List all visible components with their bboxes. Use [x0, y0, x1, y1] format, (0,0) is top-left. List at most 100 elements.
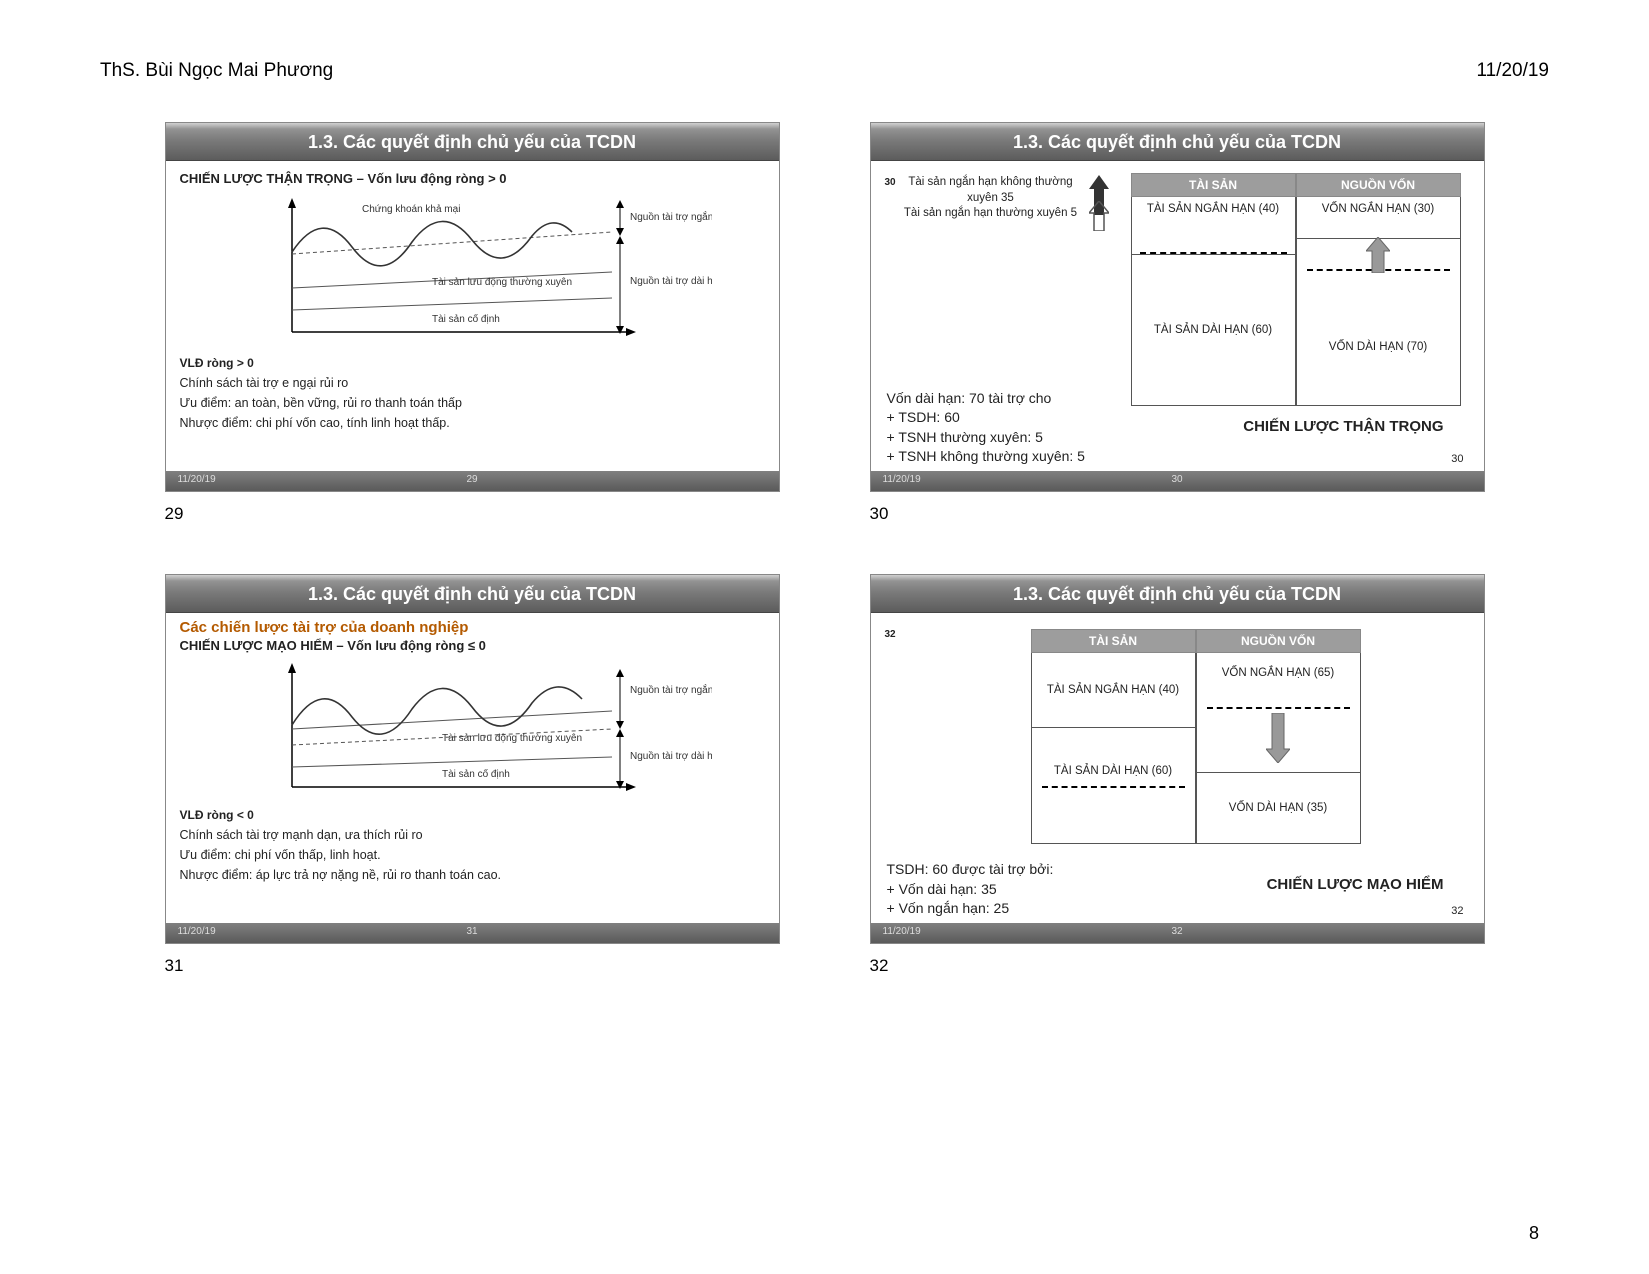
- slide-31: 1.3. Các quyết định chủ yếu của TCDN Các…: [165, 574, 780, 944]
- slide-number-below: 31: [165, 956, 780, 976]
- line-2: Ưu điểm: chi phí vốn thấp, linh hoạt.: [180, 848, 779, 862]
- strategy-heading: CHIẾN LƯỢC MẠO HIỂM – Vốn lưu động ròng …: [180, 638, 779, 653]
- side-note: Tài sản ngắn hạn không thường xuyên 35 T…: [901, 175, 1081, 222]
- page-date: 11/20/19: [1476, 60, 1549, 82]
- arrow-up-gray-icon: [1366, 237, 1390, 273]
- assets-long: TÀI SẢN DÀI HẠN (60): [1132, 255, 1295, 405]
- line-3: Nhược điểm: chi phí vốn cao, tính linh h…: [180, 416, 779, 430]
- slide-32-body: 32 TÀI SẢN NGUỒN VỐN TÀI SẢN NGẮN HẠN (4…: [871, 613, 1484, 923]
- line-1: Chính sách tài trợ mạnh dạn, ưa thích rủ…: [180, 828, 779, 842]
- label-nguon-ngan: Nguồn tài trợ ngắn hạn: [630, 210, 712, 223]
- line-1: Chính sách tài trợ e ngại rủi ro: [180, 376, 779, 390]
- assets-short: TÀI SẢN NGẮN HẠN (40): [1032, 653, 1195, 728]
- slide-29-wrap: 1.3. Các quyết định chủ yếu của TCDN CHI…: [165, 122, 780, 524]
- small-num: 30: [885, 177, 896, 188]
- label-nguon-ngan: Nguồn tài trợ ngắn hạn: [630, 683, 712, 696]
- assets-col: TÀI SẢN NGẮN HẠN (40) TÀI SẢN DÀI HẠN (6…: [1031, 653, 1196, 844]
- footer-num: 32: [1171, 926, 1182, 937]
- slide-number-below: 29: [165, 504, 780, 524]
- assets-short: TÀI SẢN NGẮN HẠN (40): [1132, 197, 1295, 255]
- balance-sheet: TÀI SẢN NGUỒN VỐN TÀI SẢN NGẮN HẠN (40) …: [1131, 173, 1461, 406]
- assets-long: TÀI SẢN DÀI HẠN (60): [1032, 728, 1195, 843]
- capital-col: VỐN NGẮN HẠN (30) VỐN DÀI HẠN (70): [1296, 197, 1461, 406]
- sum-2: + Vốn ngắn hạn: 25: [887, 899, 1054, 919]
- slide-30: 1.3. Các quyết định chủ yếu của TCDN 30 …: [870, 122, 1485, 492]
- sum-1: + TSDH: 60: [887, 408, 1085, 428]
- strategy-heading: CHIẾN LƯỢC THẬN TRỌNG – Vốn lưu động ròn…: [180, 171, 779, 186]
- footer-num: 29: [466, 474, 477, 485]
- slide-footer: 11/20/19 32: [871, 923, 1484, 943]
- assets-long-label: TÀI SẢN DÀI HẠN (60): [1054, 765, 1172, 777]
- slide-31-wrap: 1.3. Các quyết định chủ yếu của TCDN Các…: [165, 574, 780, 976]
- arrow-outline-up-icon: [1089, 201, 1109, 231]
- sum-2: + TSNH thường xuyên: 5: [887, 428, 1085, 448]
- arrow-down-gray-icon: [1266, 713, 1290, 763]
- cap-long: VỐN DÀI HẠN (35): [1197, 773, 1360, 843]
- slide-30-wrap: 1.3. Các quyết định chủ yếu của TCDN 30 …: [870, 122, 1485, 524]
- cap-short: VỐN NGẮN HẠN (30): [1297, 197, 1460, 239]
- side-line-2: Tài sản ngắn hạn thường xuyên 5: [901, 206, 1081, 222]
- slide-footer: 11/20/19 31: [166, 923, 779, 943]
- line-2: Ưu điểm: an toàn, bền vững, rủi ro thanh…: [180, 396, 779, 410]
- page-header: ThS. Bùi Ngọc Mai Phương 11/20/19: [100, 60, 1549, 82]
- slide-number-below: 30: [870, 504, 1485, 524]
- cap-short: VỐN NGẮN HẠN (65): [1197, 653, 1360, 773]
- sum-3: + TSNH không thường xuyên: 5: [887, 447, 1085, 467]
- col-head-assets: TÀI SẢN: [1031, 629, 1196, 653]
- cap-long: VỐN DÀI HẠN (70): [1297, 239, 1460, 405]
- label-tsld: Tài sản lưu động thường xuyên: [442, 733, 582, 744]
- summary-block: Vốn dài hạn: 70 tài trợ cho + TSDH: 60 +…: [887, 389, 1085, 467]
- orange-heading: Các chiến lược tài trợ của doanh nghiệp: [180, 619, 779, 636]
- slide-inner-num: 32: [1451, 905, 1463, 917]
- cap-short-label: VỐN NGẮN HẠN (65): [1201, 659, 1356, 679]
- footer-num: 30: [1171, 474, 1182, 485]
- chart-conservative: Tài sản cố định Tài sản lưu động thường …: [232, 192, 712, 352]
- chart-aggressive: Tài sản cố định Tài sản lưu động thường …: [232, 659, 712, 804]
- capital-col: VỐN NGẮN HẠN (65) VỐN DÀI HẠN (35): [1196, 653, 1361, 844]
- slide-31-body: Các chiến lược tài trợ của doanh nghiệp …: [166, 613, 779, 923]
- slide-32: 1.3. Các quyết định chủ yếu của TCDN 32 …: [870, 574, 1485, 944]
- col-head-assets: TÀI SẢN: [1131, 173, 1296, 197]
- slide-title: 1.3. Các quyết định chủ yếu của TCDN: [871, 575, 1484, 613]
- strategy-name: CHIẾN LƯỢC MẠO HIỂM: [1267, 876, 1444, 893]
- footer-date: 11/20/19: [883, 474, 921, 485]
- label-tsld: Tài sản lưu động thường xuyên: [432, 277, 572, 288]
- slides-grid: 1.3. Các quyết định chủ yếu của TCDN CHI…: [165, 122, 1485, 976]
- assets-col: TÀI SẢN NGẮN HẠN (40) TÀI SẢN DÀI HẠN (6…: [1131, 197, 1296, 406]
- slide-29: 1.3. Các quyết định chủ yếu của TCDN CHI…: [165, 122, 780, 492]
- small-num: 32: [885, 629, 896, 640]
- vld-label: VLĐ ròng < 0: [180, 808, 779, 822]
- slide-title: 1.3. Các quyết định chủ yếu của TCDN: [871, 123, 1484, 161]
- slide-title: 1.3. Các quyết định chủ yếu của TCDN: [166, 123, 779, 161]
- strategy-name: CHIẾN LƯỢC THẬN TRỌNG: [1243, 418, 1443, 435]
- label-nguon-dai: Nguồn tài trợ dài hạn: [630, 750, 712, 762]
- label-nguon-dai: Nguồn tài trợ dài hạn: [630, 275, 712, 287]
- footer-date: 11/20/19: [178, 926, 216, 937]
- col-head-capital: NGUỒN VỐN: [1296, 173, 1461, 197]
- slide-32-wrap: 1.3. Các quyết định chủ yếu của TCDN 32 …: [870, 574, 1485, 976]
- footer-num: 31: [466, 926, 477, 937]
- slide-inner-num: 30: [1451, 453, 1463, 465]
- cap-long-label: VỐN DÀI HẠN (70): [1329, 341, 1427, 353]
- label-tscd: Tài sản cố định: [442, 768, 510, 780]
- slide-number-below: 32: [870, 956, 1485, 976]
- slide-footer: 11/20/19 29: [166, 471, 779, 491]
- slide-30-body: 30 Tài sản ngắn hạn không thường xuyên 3…: [871, 161, 1484, 471]
- balance-sheet: TÀI SẢN NGUỒN VỐN TÀI SẢN NGẮN HẠN (40) …: [1031, 629, 1361, 844]
- footer-date: 11/20/19: [883, 926, 921, 937]
- label-ck: Chứng khoán khả mại: [362, 204, 460, 215]
- slide-title: 1.3. Các quyết định chủ yếu của TCDN: [166, 575, 779, 613]
- side-line-1: Tài sản ngắn hạn không thường xuyên 35: [901, 175, 1081, 206]
- summary-block: TSDH: 60 được tài trợ bởi: + Vốn dài hạn…: [887, 860, 1054, 919]
- col-head-capital: NGUỒN VỐN: [1196, 629, 1361, 653]
- vld-label: VLĐ ròng > 0: [180, 356, 779, 370]
- page-number: 8: [1529, 1223, 1539, 1244]
- slide-29-body: CHIẾN LƯỢC THẬN TRỌNG – Vốn lưu động ròn…: [166, 161, 779, 471]
- author-name: ThS. Bùi Ngọc Mai Phương: [100, 60, 333, 82]
- label-tscd: Tài sản cố định: [432, 313, 500, 325]
- sum-top: Vốn dài hạn: 70 tài trợ cho: [887, 389, 1085, 409]
- footer-date: 11/20/19: [178, 474, 216, 485]
- sum-1: + Vốn dài hạn: 35: [887, 880, 1054, 900]
- slide-footer: 11/20/19 30: [871, 471, 1484, 491]
- line-3: Nhược điểm: áp lực trả nợ nặng nề, rủi r…: [180, 868, 779, 882]
